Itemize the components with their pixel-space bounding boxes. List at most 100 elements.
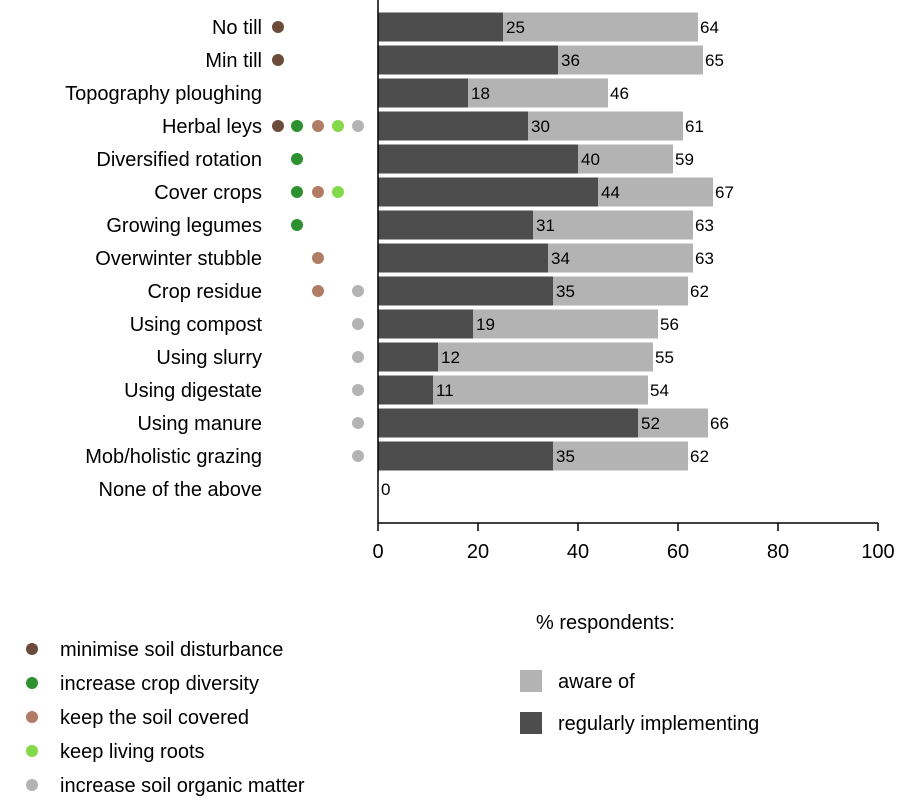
- bar-implementing-no-till: [378, 12, 503, 42]
- dot-disturbance-herbal-leys: [272, 120, 284, 132]
- category-label-min-till: Min till: [205, 50, 262, 72]
- category-labels-group: No till Min till Topography ploughing Herba…: [65, 17, 262, 501]
- dot-diversity-herbal-leys: [291, 120, 303, 132]
- dot-organic-using-compost: [352, 318, 364, 330]
- label-aware-mob-holistic-grazing: 62: [690, 447, 709, 466]
- legend-swatch-regularly-implementing: [520, 712, 542, 734]
- series-legend: % respondents: aware of regularly implemen…: [520, 612, 759, 735]
- dot-covered-cover-crops: [312, 186, 324, 198]
- label-aware-crop-residue: 62: [690, 282, 709, 301]
- category-label-topography-ploughing: Topography ploughing: [65, 83, 262, 105]
- legend-title: % respondents:: [536, 612, 675, 634]
- label-implementing-none-of-the-above: 0: [381, 480, 390, 499]
- category-label-none-of-the-above: None of the above: [99, 479, 262, 501]
- legend-label-disturbance: minimise soil disturbance: [60, 639, 283, 661]
- legend-label-regularly-implementing: regularly implementing: [558, 713, 759, 735]
- label-implementing-diversified-rotation: 40: [581, 150, 600, 169]
- bar-implementing-using-manure: [378, 408, 638, 438]
- implementing-bars-group: [378, 12, 638, 471]
- dot-roots-herbal-leys: [332, 120, 344, 132]
- bar-implementing-cover-crops: [378, 177, 598, 207]
- x-tick-label-0: 0: [372, 541, 383, 563]
- category-label-growing-legumes: Growing legumes: [106, 215, 262, 237]
- legend-dot-organic: [26, 779, 38, 791]
- legend-dot-disturbance: [26, 643, 38, 655]
- label-implementing-topography-ploughing: 18: [471, 84, 490, 103]
- label-implementing-mob-holistic-grazing: 35: [556, 447, 575, 466]
- legend-dot-covered: [26, 711, 38, 723]
- category-label-no-till: No till: [212, 17, 262, 39]
- axes-group: 0 20 40 60 80 100: [372, 0, 895, 563]
- x-tick-label-60: 60: [667, 541, 689, 563]
- x-tick-label-80: 80: [767, 541, 789, 563]
- dot-organic-using-slurry: [352, 351, 364, 363]
- dot-organic-crop-residue: [352, 285, 364, 297]
- legend-swatch-aware-of: [520, 670, 542, 692]
- label-implementing-growing-legumes: 31: [536, 216, 555, 235]
- bar-implementing-overwinter-stubble: [378, 243, 548, 273]
- label-aware-herbal-leys: 61: [685, 117, 704, 136]
- label-implementing-crop-residue: 35: [556, 282, 575, 301]
- label-aware-using-manure: 66: [710, 414, 729, 433]
- bar-implementing-using-digestate: [378, 375, 433, 405]
- label-implementing-min-till: 36: [561, 51, 580, 70]
- label-aware-overwinter-stubble: 63: [695, 249, 714, 268]
- legend-label-roots: keep living roots: [60, 741, 205, 763]
- label-aware-min-till: 65: [705, 51, 724, 70]
- category-label-crop-residue: Crop residue: [147, 281, 262, 303]
- dot-covered-crop-residue: [312, 285, 324, 297]
- principles-legend: minimise soil disturbance increase crop d…: [26, 639, 305, 797]
- dot-roots-cover-crops: [332, 186, 344, 198]
- dot-disturbance-min-till: [272, 54, 284, 66]
- label-implementing-overwinter-stubble: 34: [551, 249, 570, 268]
- category-label-using-compost: Using compost: [130, 314, 263, 336]
- bar-implementing-using-compost: [378, 309, 473, 339]
- label-aware-using-digestate: 54: [650, 381, 669, 400]
- legend-dot-roots: [26, 745, 38, 757]
- legend-label-covered: keep the soil covered: [60, 707, 249, 729]
- label-aware-using-compost: 56: [660, 315, 679, 334]
- bar-implementing-mob-holistic-grazing: [378, 441, 553, 471]
- category-label-using-manure: Using manure: [137, 413, 262, 435]
- dot-diversity-diversified-rotation: [291, 153, 303, 165]
- label-aware-diversified-rotation: 59: [675, 150, 694, 169]
- label-implementing-herbal-leys: 30: [531, 117, 550, 136]
- category-label-using-slurry: Using slurry: [156, 347, 262, 369]
- dot-covered-overwinter-stubble: [312, 252, 324, 264]
- legend-dot-diversity: [26, 677, 38, 689]
- label-aware-growing-legumes: 63: [695, 216, 714, 235]
- label-implementing-using-slurry: 12: [441, 348, 460, 367]
- dot-organic-herbal-leys: [352, 120, 364, 132]
- label-aware-topography-ploughing: 46: [610, 84, 629, 103]
- category-label-cover-crops: Cover crops: [154, 182, 262, 204]
- category-label-overwinter-stubble: Overwinter stubble: [95, 248, 262, 270]
- legend-label-diversity: increase crop diversity: [60, 673, 259, 695]
- category-label-using-digestate: Using digestate: [124, 380, 262, 402]
- bar-implementing-growing-legumes: [378, 210, 533, 240]
- label-implementing-no-till: 25: [506, 18, 525, 37]
- dot-diversity-growing-legumes: [291, 219, 303, 231]
- label-implementing-using-compost: 19: [476, 315, 495, 334]
- label-aware-cover-crops: 67: [715, 183, 734, 202]
- label-aware-no-till: 64: [700, 18, 719, 37]
- dot-covered-herbal-leys: [312, 120, 324, 132]
- category-label-mob-holistic-grazing: Mob/holistic grazing: [85, 446, 262, 468]
- label-implementing-cover-crops: 44: [601, 183, 620, 202]
- label-aware-using-slurry: 55: [655, 348, 674, 367]
- x-tick-label-100: 100: [861, 541, 894, 563]
- label-implementing-using-manure: 52: [641, 414, 660, 433]
- category-label-herbal-leys: Herbal leys: [162, 116, 262, 138]
- bar-implementing-herbal-leys: [378, 111, 528, 141]
- dot-organic-mob-holistic-grazing: [352, 450, 364, 462]
- category-label-diversified-rotation: Diversified rotation: [96, 149, 262, 171]
- legend-label-aware-of: aware of: [558, 671, 635, 693]
- bar-implementing-crop-residue: [378, 276, 553, 306]
- bar-implementing-diversified-rotation: [378, 144, 578, 174]
- dot-diversity-cover-crops: [291, 186, 303, 198]
- label-implementing-using-digestate: 11: [436, 381, 454, 400]
- bar-implementing-min-till: [378, 45, 558, 75]
